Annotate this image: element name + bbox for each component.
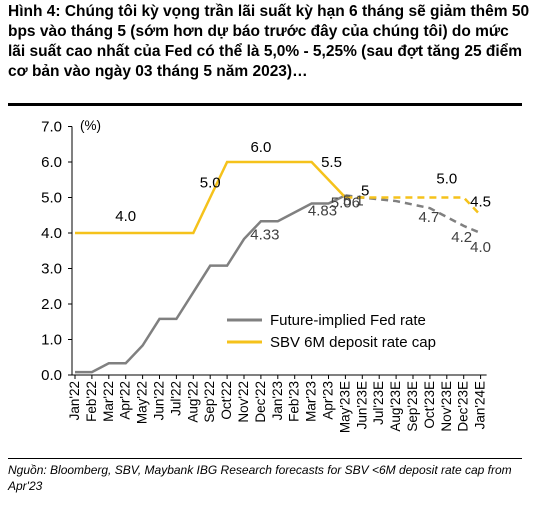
x-tick-label: Feb'23 (287, 381, 302, 422)
data-label: 5.0 (436, 171, 457, 188)
series-line-1-forecast (345, 196, 482, 217)
legend-label-fed: Future-implied Fed rate (270, 312, 426, 329)
data-label: 4.0 (115, 208, 136, 225)
x-tick-label: Aug'23E (388, 381, 403, 432)
title-rule (8, 103, 522, 106)
x-tick-label: Jun'23E (354, 381, 369, 429)
legend-label-sbv: SBV 6M deposit rate cap (270, 334, 436, 351)
x-tick-label: Apr'23 (321, 381, 336, 420)
data-label: 4.7 (418, 209, 439, 226)
data-label: 4.5 (470, 193, 491, 210)
y-axis: 0.0 1.0 2.0 3.0 4.0 5.0 6.0 7.0 (41, 119, 73, 384)
x-tick-label: Feb'22 (84, 381, 99, 422)
y-tick-label: 1.0 (41, 332, 62, 349)
x-tick-label: Dec'22 (253, 381, 268, 423)
x-tick-label: Jan'24E (473, 381, 488, 429)
x-tick-label: Jan'23 (270, 381, 285, 420)
data-label: 5.5 (321, 154, 342, 171)
data-label: 6.0 (250, 139, 271, 156)
data-label: 5.1 (343, 193, 364, 210)
y-unit-label: (%) (80, 118, 101, 133)
x-tick-label: Nov'23E (439, 381, 454, 432)
series-line-1-actual (75, 160, 347, 235)
x-axis: Jan'22 Feb'22 Mar'22 Apr'22 May'22 Jun'22 Jul'… (67, 374, 488, 433)
data-label: 4.0 (470, 239, 491, 256)
x-tick-label: Mar'23 (304, 381, 319, 422)
x-tick-label: Sep'22 (202, 381, 217, 423)
data-label: 4.33 (250, 226, 279, 243)
data-label: 5 (361, 183, 369, 200)
y-tick-label: 6.0 (41, 154, 62, 171)
x-tick-label: Mar'22 (101, 381, 116, 422)
y-tick-label: 5.0 (41, 190, 62, 207)
line-chart: (%) 0.01.02.03.04.05.06.07.0 Jan'22 Feb'2… (41, 118, 491, 433)
source-note: Nguồn: Bloomberg, SBV, Maybank IBG Resea… (8, 463, 512, 493)
x-tick-label: Jun'22 (152, 381, 167, 420)
x-tick-label: Aug'22 (185, 381, 200, 423)
x-tick-label: Sep'23E (405, 381, 420, 432)
x-tick-label: Oct'23E (422, 381, 437, 429)
x-tick-label: Oct'22 (219, 381, 234, 420)
y-tick-label: 4.0 (41, 225, 62, 242)
x-tick-label: Nov'22 (236, 381, 251, 423)
y-tick-label: 0.0 (41, 367, 62, 384)
x-tick-label: May'22 (135, 381, 150, 424)
series-line-0-forecast (345, 194, 482, 235)
y-tick-label: 7.0 (41, 119, 62, 136)
figure-title: Hình 4: Chúng tôi kỳ vọng trần lãi suất … (8, 3, 530, 80)
x-tick-label: May'23E (337, 381, 352, 433)
data-label: 4.2 (451, 229, 472, 246)
y-tick-label: 2.0 (41, 296, 62, 313)
x-tick-label: Jul'23E (371, 381, 386, 425)
x-tick-label: Jan'22 (67, 381, 82, 420)
data-label: 5.06 (331, 194, 360, 211)
source-rule (8, 458, 522, 459)
series-line-0-actual (75, 194, 346, 374)
legend: Future-implied Fed rate SBV 6M deposit r… (227, 312, 436, 351)
data-labels: 4.0 5.0 6.0 5.5 5 5.0 4.5 4.33 4.835.065.1 4.7 4.2… (115, 139, 491, 256)
data-label: 4.83 (308, 203, 337, 220)
y-tick-label: 3.0 (41, 261, 62, 278)
x-tick-label: Apr'22 (118, 381, 133, 420)
x-tick-label: Dec'23E (456, 381, 471, 432)
data-label: 5.0 (200, 175, 221, 192)
series-layer (75, 160, 482, 374)
x-tick-label: Jul'22 (168, 381, 183, 416)
